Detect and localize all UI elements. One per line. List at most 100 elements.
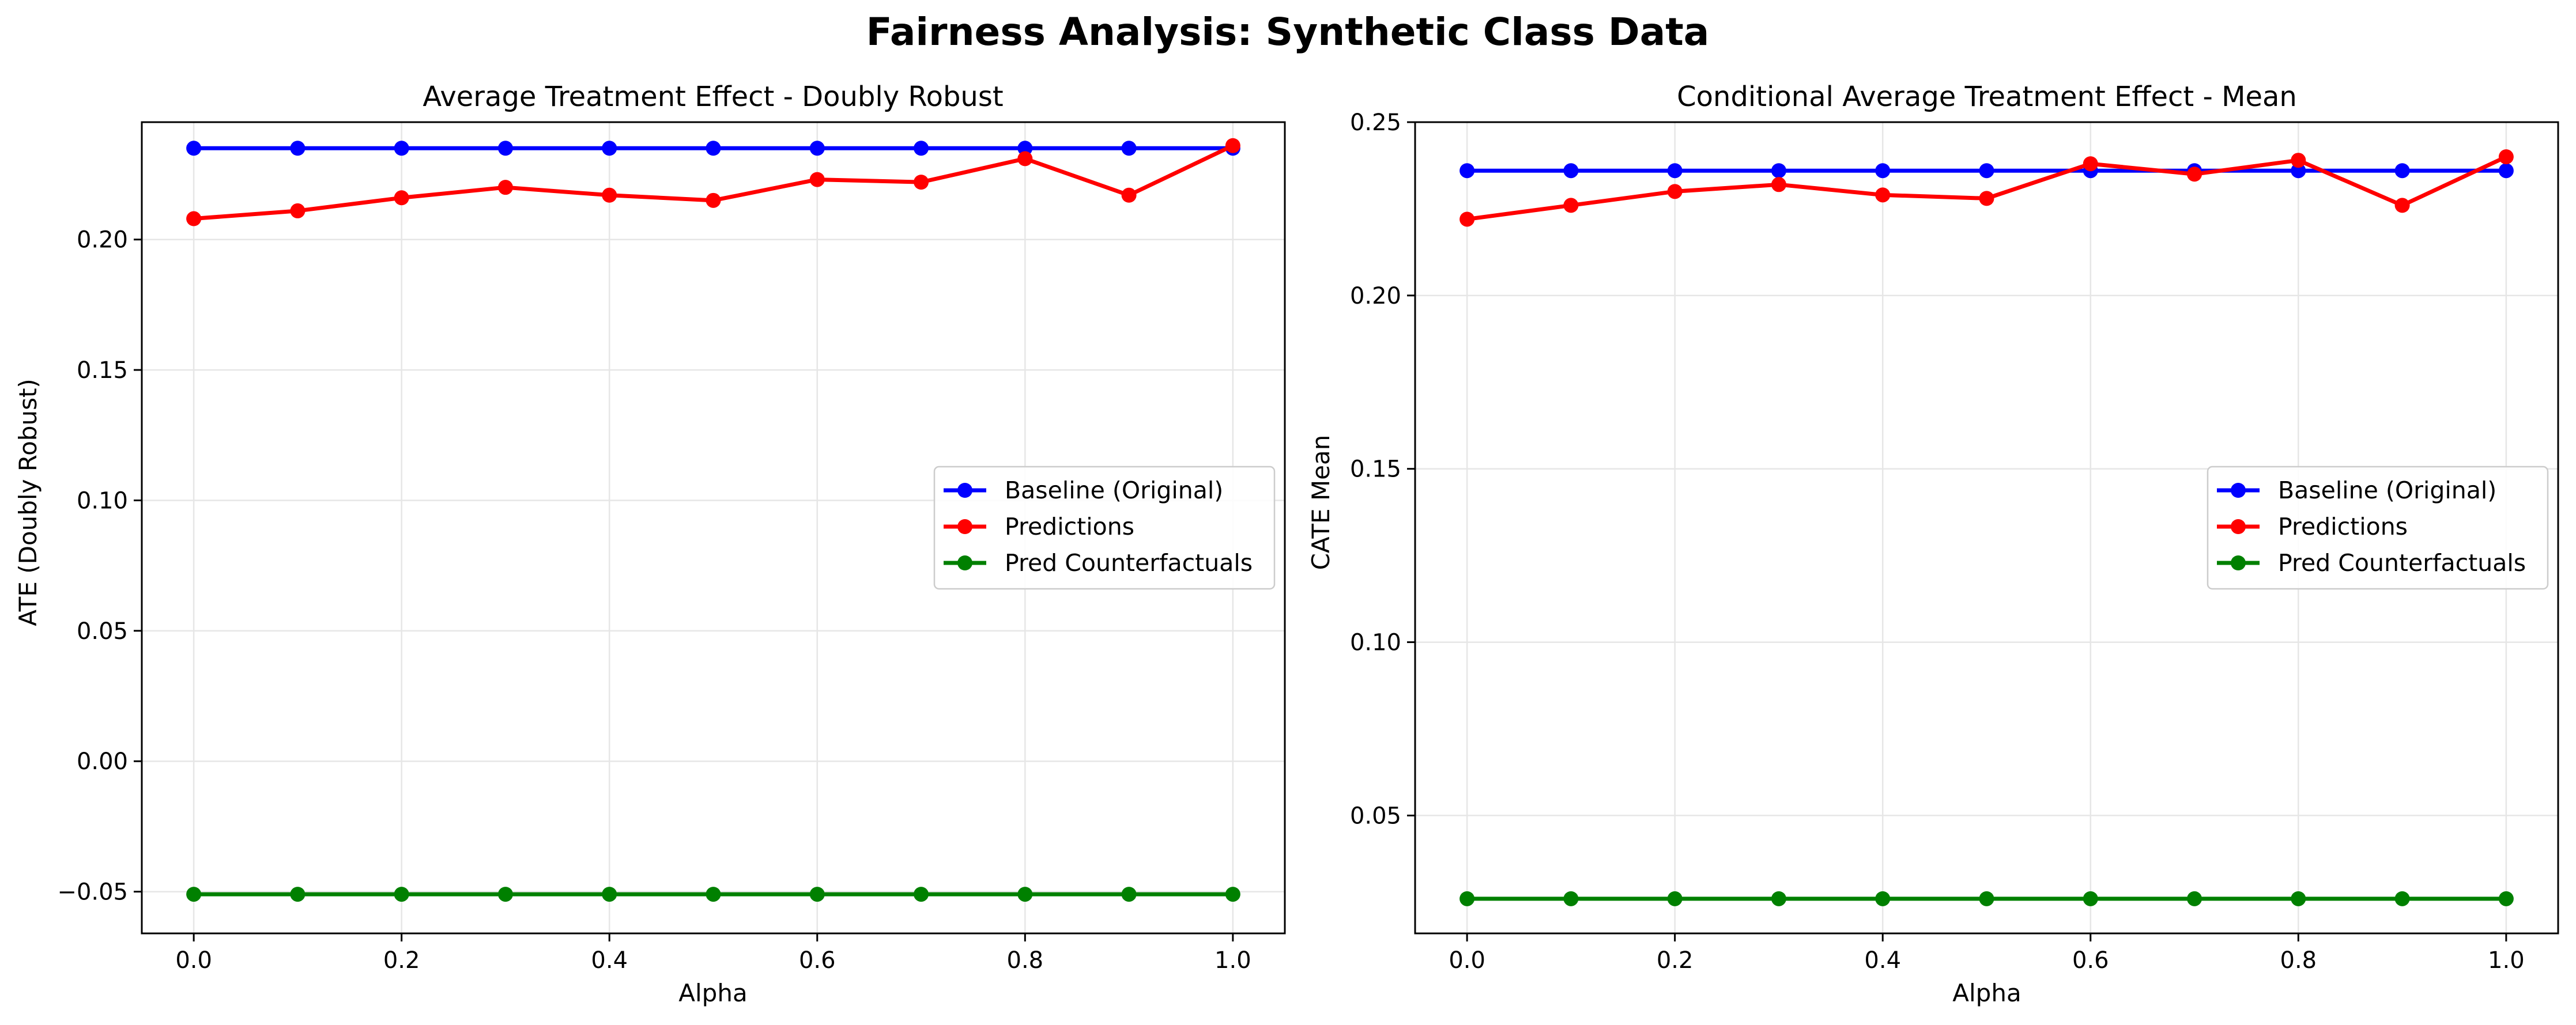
legend-label: Predictions (2278, 513, 2408, 540)
data-point (1225, 138, 1240, 153)
data-point (809, 887, 825, 902)
data-point (1667, 163, 1683, 179)
chart-title: Average Treatment Effect - Doubly Robust (423, 81, 1003, 113)
x-tick-label: 0.0 (175, 947, 212, 974)
data-point (2291, 163, 2306, 179)
series-0 (1459, 163, 2514, 179)
data-point (2291, 891, 2306, 906)
legend-label: Baseline (Original) (1005, 476, 1223, 504)
y-tick-label: 0.20 (1350, 283, 1401, 309)
data-point (1563, 891, 1579, 906)
data-point (1017, 887, 1033, 902)
data-point (809, 141, 825, 156)
legend-entry: Pred Counterfactuals (944, 549, 1253, 577)
y-tick-label: 0.20 (77, 227, 128, 254)
data-point (602, 187, 617, 203)
data-point (497, 887, 513, 902)
y-tick-label: 0.10 (77, 487, 128, 514)
data-point (2394, 198, 2410, 213)
series-0 (186, 141, 1240, 156)
data-point (2498, 149, 2514, 165)
y-tick-label: 0.10 (1350, 630, 1401, 656)
data-point (2394, 891, 2410, 906)
data-point (1121, 141, 1137, 156)
y-tick-label: 0.05 (77, 618, 128, 645)
data-point (394, 887, 409, 902)
data-point (1771, 891, 1786, 906)
data-point (1563, 163, 1579, 179)
legend-entry: Pred Counterfactuals (2217, 549, 2526, 577)
data-point (1121, 887, 1137, 902)
legend-entry: Baseline (Original) (944, 476, 1223, 504)
data-point (1979, 163, 1994, 179)
data-point (1121, 187, 1137, 203)
data-point (1771, 163, 1786, 179)
data-point (1017, 151, 1033, 167)
data-point (706, 887, 721, 902)
y-tick-label: 0.15 (77, 357, 128, 384)
data-point (1459, 891, 1475, 906)
x-tick-label: 0.6 (2072, 947, 2109, 974)
y-tick-label: 0.05 (1350, 803, 1401, 829)
legend-label: Predictions (1005, 513, 1134, 540)
figure-title: Fairness Analysis: Synthetic Class Data (866, 10, 1710, 54)
data-point (186, 141, 202, 156)
data-point (186, 211, 202, 226)
data-point (1017, 141, 1033, 156)
data-point (602, 141, 617, 156)
data-point (1667, 891, 1683, 906)
x-axis-label: Alpha (678, 979, 747, 1007)
series-1 (1459, 149, 2514, 227)
x-tick-label: 0.8 (2280, 947, 2317, 974)
data-point (1225, 887, 1240, 902)
series-2 (1459, 891, 2514, 906)
x-tick-label: 0.2 (383, 947, 420, 974)
y-axis-label: ATE (Doubly Robust) (14, 379, 42, 626)
plot-frame (141, 121, 1286, 935)
legend-label: Baseline (Original) (2278, 476, 2496, 504)
legend: Baseline (Original) Predictions Pred Count… (2207, 466, 2549, 590)
data-point (809, 172, 825, 187)
data-point (2083, 891, 2098, 906)
legend-marker (957, 519, 972, 534)
legend-entry: Predictions (944, 513, 1134, 540)
data-point (1563, 198, 1579, 213)
legend-entry: Baseline (Original) (2217, 476, 2496, 504)
legend-marker (2231, 555, 2246, 570)
x-tick-label: 0.6 (799, 947, 836, 974)
x-axis-label: Alpha (1952, 979, 2021, 1007)
data-point (497, 141, 513, 156)
legend-marker (2231, 483, 2246, 498)
data-point (2291, 153, 2306, 168)
x-tick-label: 0.8 (1007, 947, 1044, 974)
legend: Baseline (Original) Predictions Pred Count… (933, 466, 1276, 590)
data-point (2187, 891, 2202, 906)
y-tick-label: 0.25 (1350, 109, 1401, 136)
data-point (602, 887, 617, 902)
data-point (290, 141, 306, 156)
y-axis-label: CATE Mean (1307, 435, 1335, 570)
legend-label: Pred Counterfactuals (1005, 549, 1253, 577)
legend-marker (957, 483, 972, 498)
data-point (914, 175, 929, 190)
data-point (706, 192, 721, 208)
data-point (2498, 891, 2514, 906)
data-point (1979, 891, 1994, 906)
x-tick-label: 1.0 (2488, 947, 2525, 974)
data-point (1771, 177, 1786, 192)
data-point (290, 203, 306, 218)
data-point (1875, 891, 1891, 906)
data-point (2394, 163, 2410, 179)
x-tick-label: 0.2 (1657, 947, 1694, 974)
x-tick-label: 0.4 (1864, 947, 1901, 974)
legend-entry: Predictions (2217, 513, 2408, 540)
chart-cate-mean: Conditional Average Treatment Effect - M… (1307, 81, 2559, 1007)
data-point (1875, 187, 1891, 203)
data-point (394, 141, 409, 156)
chart-title: Conditional Average Treatment Effect - M… (1677, 81, 2297, 113)
data-point (1979, 191, 1994, 206)
legend-frame (933, 466, 1276, 590)
data-point (1459, 163, 1475, 179)
data-point (2187, 167, 2202, 182)
